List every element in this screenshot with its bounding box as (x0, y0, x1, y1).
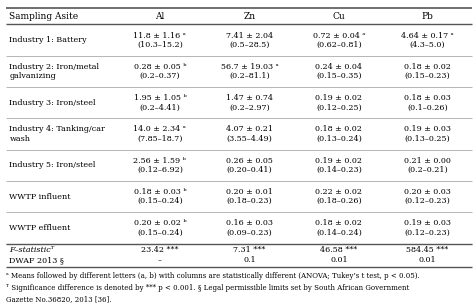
Text: Industry 5: Iron/steel: Industry 5: Iron/steel (9, 161, 96, 169)
Text: F–statisticᵀ: F–statisticᵀ (9, 246, 55, 254)
Text: ᵀ Significance difference is denoted by *** p < 0.001. § Legal permissible limit: ᵀ Significance difference is denoted by … (6, 284, 409, 292)
Text: 0.28 ± 0.05 ᵇ
(0.2–0.37): 0.28 ± 0.05 ᵇ (0.2–0.37) (134, 63, 186, 80)
Text: 0.18 ± 0.02
(0.15–0.23): 0.18 ± 0.02 (0.15–0.23) (404, 63, 451, 80)
Text: 584.45 ***: 584.45 *** (407, 246, 449, 254)
Text: Sampling Asite: Sampling Asite (9, 12, 79, 21)
Text: Gazette No.36820, 2013 [36].: Gazette No.36820, 2013 [36]. (6, 295, 111, 303)
Text: 4.07 ± 0.21
(3.55–4.49): 4.07 ± 0.21 (3.55–4.49) (226, 125, 273, 143)
Text: 1.95 ± 1.05 ᵇ
(0.2–4.41): 1.95 ± 1.05 ᵇ (0.2–4.41) (134, 94, 186, 111)
Text: 0.26 ± 0.05
(0.20–0.41): 0.26 ± 0.05 (0.20–0.41) (226, 157, 273, 174)
Text: 11.8 ± 1.16 ᵃ
(10.3–15.2): 11.8 ± 1.16 ᵃ (10.3–15.2) (134, 32, 186, 49)
Text: 23.42 ***: 23.42 *** (141, 246, 179, 254)
Text: DWAF 2013 §: DWAF 2013 § (9, 256, 64, 264)
Text: Al: Al (155, 12, 164, 21)
Text: 0.18 ± 0.03
(0.1–0.26): 0.18 ± 0.03 (0.1–0.26) (404, 94, 451, 111)
Text: 0.18 ± 0.02
(0.13–0.24): 0.18 ± 0.02 (0.13–0.24) (315, 125, 362, 143)
Text: 0.19 ± 0.02
(0.14–0.23): 0.19 ± 0.02 (0.14–0.23) (315, 157, 362, 174)
Text: 0.72 ± 0.04 ᵃ
(0.62–0.81): 0.72 ± 0.04 ᵃ (0.62–0.81) (312, 32, 365, 49)
Text: Cu: Cu (332, 12, 345, 21)
Text: 0.21 ± 0.00
(0.2–0.21): 0.21 ± 0.00 (0.2–0.21) (404, 157, 451, 174)
Text: Industry 1: Battery: Industry 1: Battery (9, 36, 87, 44)
Text: 14.0 ± 2.34 ᵃ
(7.85–18.7): 14.0 ± 2.34 ᵃ (7.85–18.7) (134, 125, 186, 143)
Text: 0.18 ± 0.02
(0.14–0.24): 0.18 ± 0.02 (0.14–0.24) (315, 219, 362, 237)
Text: 4.64 ± 0.17 ᵃ
(4.3–5.0): 4.64 ± 0.17 ᵃ (4.3–5.0) (401, 32, 454, 49)
Text: 0.24 ± 0.04
(0.15–0.35): 0.24 ± 0.04 (0.15–0.35) (315, 63, 362, 80)
Text: 0.19 ± 0.03
(0.12–0.23): 0.19 ± 0.03 (0.12–0.23) (404, 219, 451, 237)
Text: Zn: Zn (243, 12, 255, 21)
Text: 0.18 ± 0.03 ᵇ
(0.15–0.24): 0.18 ± 0.03 ᵇ (0.15–0.24) (134, 188, 186, 205)
Text: 7.31 ***: 7.31 *** (233, 246, 265, 254)
Text: 0.01: 0.01 (330, 256, 347, 264)
Text: Industry 2: Iron/metal
galvanizing: Industry 2: Iron/metal galvanizing (9, 63, 100, 80)
Text: WWTP influent: WWTP influent (9, 192, 71, 201)
Text: 0.20 ± 0.03
(0.12–0.23): 0.20 ± 0.03 (0.12–0.23) (404, 188, 451, 205)
Text: 2.56 ± 1.59 ᵇ
(0.12–6.92): 2.56 ± 1.59 ᵇ (0.12–6.92) (134, 157, 186, 174)
Text: 0.20 ± 0.02 ᵇ
(0.15–0.24): 0.20 ± 0.02 ᵇ (0.15–0.24) (134, 219, 186, 237)
Text: 7.41 ± 2.04
(0.5–28.5): 7.41 ± 2.04 (0.5–28.5) (226, 32, 273, 49)
Text: 0.19 ± 0.02
(0.12–0.25): 0.19 ± 0.02 (0.12–0.25) (315, 94, 362, 111)
Text: Industry 4: Tanking/car
wash: Industry 4: Tanking/car wash (9, 125, 105, 143)
Text: 1.47 ± 0.74
(0.2–2.97): 1.47 ± 0.74 (0.2–2.97) (226, 94, 273, 111)
Text: 0.22 ± 0.02
(0.18–0.26): 0.22 ± 0.02 (0.18–0.26) (315, 188, 362, 205)
Text: 56.7 ± 19.03 ᵃ
(0.2–81.1): 56.7 ± 19.03 ᵃ (0.2–81.1) (220, 63, 278, 80)
Text: 0.20 ± 0.01
(0.18–0.23): 0.20 ± 0.01 (0.18–0.23) (226, 188, 273, 205)
Text: 0.19 ± 0.03
(0.13–0.25): 0.19 ± 0.03 (0.13–0.25) (404, 125, 451, 143)
Text: Pb: Pb (422, 12, 434, 21)
Text: ᵃ Means followed by different letters (a, b) with columns are statistically diff: ᵃ Means followed by different letters (a… (6, 272, 419, 280)
Text: 0.01: 0.01 (419, 256, 437, 264)
Text: –: – (158, 256, 162, 264)
Text: WWTP effluent: WWTP effluent (9, 224, 71, 232)
Text: 0.1: 0.1 (243, 256, 255, 264)
Text: Industry 3: Iron/steel: Industry 3: Iron/steel (9, 99, 96, 107)
Text: 46.58 ***: 46.58 *** (320, 246, 357, 254)
Text: 0.16 ± 0.03
(0.09–0.23): 0.16 ± 0.03 (0.09–0.23) (226, 219, 273, 237)
